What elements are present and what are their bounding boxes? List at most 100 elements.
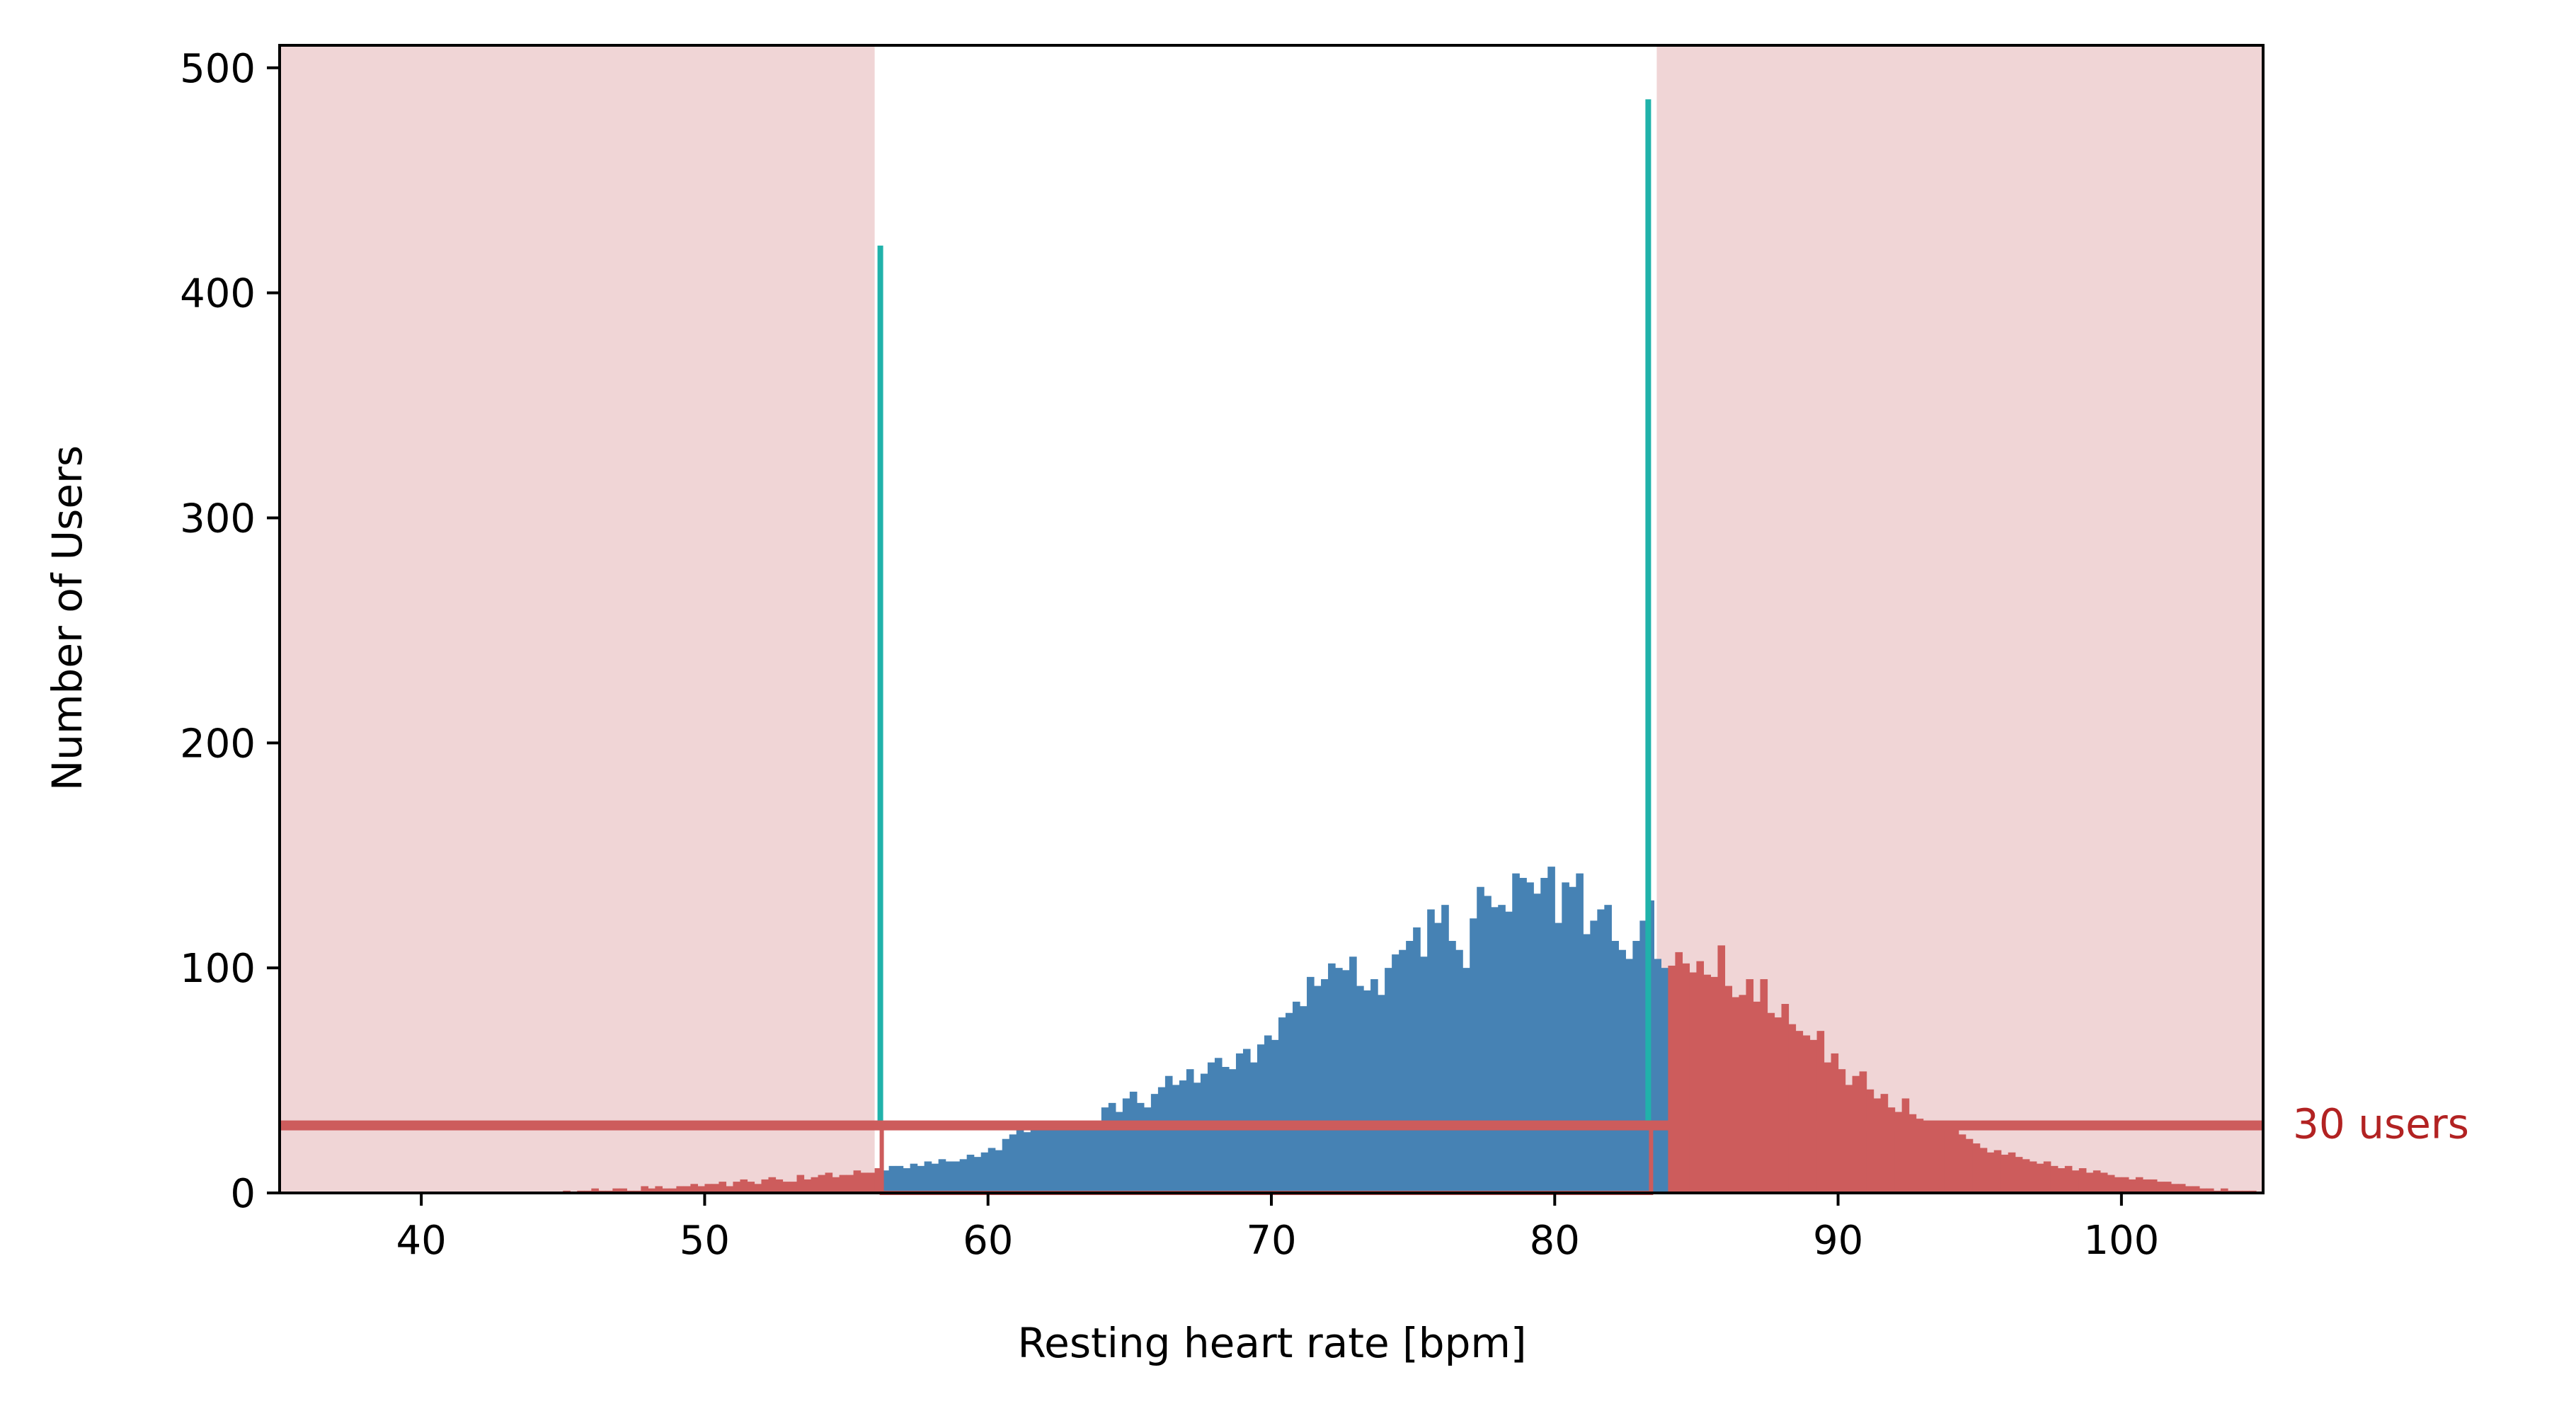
histogram-bar	[959, 1159, 968, 1193]
histogram-bar	[1349, 956, 1357, 1193]
histogram-bar	[924, 1161, 932, 1193]
histogram-bar	[1448, 941, 1456, 1193]
histogram-bar	[966, 1154, 975, 1193]
histogram-bar	[733, 1182, 741, 1193]
histogram-bar	[2000, 1154, 2009, 1193]
histogram-bar	[669, 1188, 677, 1193]
histogram-bar	[655, 1186, 663, 1193]
boundary-spike-1	[877, 245, 883, 1126]
histogram-bar	[1845, 1085, 1853, 1193]
histogram-bar	[1434, 922, 1442, 1193]
histogram-bar	[1385, 968, 1392, 1193]
histogram-bar	[1300, 1006, 1307, 1193]
histogram-bar	[1399, 949, 1407, 1193]
histogram-bar	[1293, 1001, 1300, 1193]
histogram-bar	[1108, 1102, 1116, 1193]
histogram-bar	[1228, 1069, 1237, 1193]
histogram-bar	[1675, 952, 1683, 1193]
y-tick-label: 200	[180, 721, 256, 767]
histogram-bar	[1710, 976, 1719, 1193]
histogram-bar	[1392, 954, 1399, 1193]
histogram-bar	[2043, 1161, 2051, 1193]
histogram-bar	[2135, 1177, 2143, 1193]
histogram-bar	[1072, 1125, 1081, 1193]
histogram-bar	[2085, 1172, 2094, 1193]
histogram-bar	[1491, 907, 1499, 1193]
histogram-bar	[1420, 956, 1428, 1193]
histogram-bar	[1937, 1121, 1945, 1193]
histogram-bar	[690, 1184, 699, 1193]
histogram-bar	[1470, 918, 1477, 1193]
histogram-bar	[1087, 1125, 1095, 1193]
histogram-bar	[1356, 986, 1364, 1193]
histogram-bar	[1590, 920, 1598, 1193]
histogram-bar	[1094, 1123, 1102, 1193]
histogram-bar	[1972, 1143, 1981, 1193]
histogram-bar	[2093, 1170, 2101, 1193]
histogram-bar	[1880, 1094, 1889, 1193]
histogram-bar	[1058, 1127, 1067, 1193]
histogram-bar	[754, 1184, 762, 1193]
histogram-bar	[1115, 1112, 1123, 1193]
histogram-bar	[874, 1168, 883, 1193]
x-tick-label: 50	[680, 1218, 730, 1264]
histogram-bar	[1555, 922, 1562, 1193]
x-tick-label: 100	[2083, 1218, 2159, 1264]
histogram-bar	[1873, 1098, 1882, 1193]
y-axis-ticks: 0 100 200 300 400 500	[180, 46, 280, 1217]
histogram-bar	[1455, 949, 1463, 1193]
histogram-bar	[1278, 1017, 1286, 1193]
histogram-bar	[704, 1184, 713, 1193]
histogram-bar	[1809, 1039, 1818, 1193]
histogram-bar	[1979, 1148, 1988, 1193]
histogram-bar	[2078, 1168, 2087, 1193]
histogram-bar	[1129, 1091, 1138, 1193]
histogram-bar	[1136, 1102, 1145, 1193]
histogram-bar	[995, 1150, 1003, 1193]
histogram-bar	[2029, 1161, 2037, 1193]
histogram-bar	[1562, 882, 1569, 1193]
histogram-bar	[676, 1186, 685, 1193]
y-tick-label: 300	[180, 496, 256, 542]
histogram-bar	[1264, 1035, 1272, 1193]
histogram-bar	[1901, 1098, 1910, 1193]
y-tick-label: 500	[180, 46, 256, 92]
histogram-bar	[860, 1172, 869, 1193]
histogram-bar	[811, 1177, 819, 1193]
histogram-bar	[1746, 979, 1754, 1193]
histogram-bar	[2199, 1188, 2207, 1193]
x-axis-ticks: 40 50 60 70 80 90 100	[396, 1193, 2159, 1264]
x-axis-label: Resting heart rate [bpm]	[1017, 1319, 1526, 1367]
histogram-bar	[1894, 1112, 1903, 1193]
histogram-bar	[648, 1188, 656, 1193]
histogram-bar	[910, 1163, 918, 1193]
histogram-bar	[1547, 867, 1555, 1193]
histogram-bar	[1583, 934, 1591, 1193]
histogram-bar	[1767, 1012, 1775, 1193]
histogram-bar	[1951, 1130, 1959, 1193]
histogram-bar	[1363, 990, 1371, 1193]
histogram-bar	[881, 1170, 890, 1193]
histogram-bar	[895, 1165, 904, 1193]
histogram-bar	[2071, 1170, 2080, 1193]
histogram-bar	[1668, 965, 1676, 1193]
histogram-bar	[1816, 1031, 1825, 1193]
histogram-bar	[1852, 1075, 1860, 1193]
histogram-bar	[641, 1186, 648, 1193]
histogram-bar	[1307, 976, 1315, 1193]
histogram-bar	[1682, 963, 1690, 1193]
histogram-bar	[1477, 886, 1484, 1193]
histogram-bar	[697, 1186, 706, 1193]
histogram-bar	[1413, 927, 1421, 1193]
histogram-bar	[1533, 893, 1541, 1193]
histogram-bar	[1193, 1082, 1201, 1193]
histogram-bar	[1788, 1024, 1797, 1193]
histogram-bar	[2192, 1186, 2200, 1193]
histogram-bar	[2177, 1184, 2186, 1193]
histogram-bar	[1916, 1119, 1924, 1193]
histogram-bar	[775, 1179, 784, 1193]
x-tick-label: 40	[396, 1218, 447, 1264]
histogram-bar	[1427, 909, 1435, 1193]
histogram-bar	[973, 1157, 982, 1193]
